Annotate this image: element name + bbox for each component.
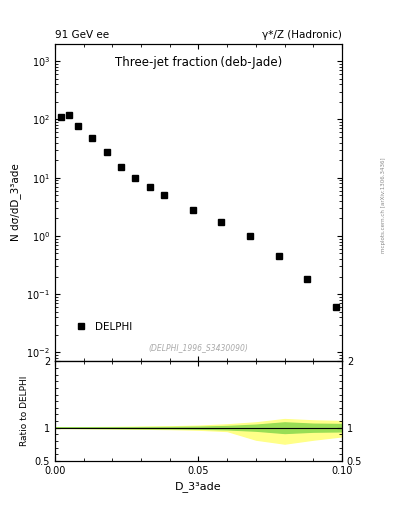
Text: (DELPHI_1996_S3430090): (DELPHI_1996_S3430090) bbox=[149, 343, 248, 352]
Y-axis label: Ratio to DELPHI: Ratio to DELPHI bbox=[20, 376, 29, 446]
Text: Three-jet fraction (deb-Jade): Three-jet fraction (deb-Jade) bbox=[115, 56, 282, 69]
DELPHI bbox=[334, 304, 338, 310]
Line: DELPHI: DELPHI bbox=[58, 112, 339, 310]
DELPHI bbox=[190, 207, 195, 213]
Text: mcplots.cern.ch [arXiv:1306.3436]: mcplots.cern.ch [arXiv:1306.3436] bbox=[381, 157, 386, 252]
DELPHI bbox=[75, 122, 80, 129]
DELPHI bbox=[162, 192, 166, 198]
DELPHI bbox=[90, 135, 95, 141]
DELPHI bbox=[305, 276, 310, 282]
Text: 91 GeV ee: 91 GeV ee bbox=[55, 30, 109, 40]
DELPHI bbox=[119, 164, 123, 170]
Text: γ*/Z (Hadronic): γ*/Z (Hadronic) bbox=[262, 30, 342, 40]
DELPHI bbox=[147, 184, 152, 190]
DELPHI bbox=[67, 112, 72, 118]
DELPHI bbox=[104, 150, 109, 156]
DELPHI bbox=[59, 114, 63, 120]
DELPHI bbox=[219, 219, 224, 225]
DELPHI bbox=[133, 175, 138, 181]
Y-axis label: N dσ/dD_3³ade: N dσ/dD_3³ade bbox=[10, 164, 21, 241]
X-axis label: D_3³ade: D_3³ade bbox=[175, 481, 222, 492]
Legend: DELPHI: DELPHI bbox=[66, 317, 136, 336]
DELPHI bbox=[276, 253, 281, 259]
DELPHI bbox=[248, 233, 252, 239]
